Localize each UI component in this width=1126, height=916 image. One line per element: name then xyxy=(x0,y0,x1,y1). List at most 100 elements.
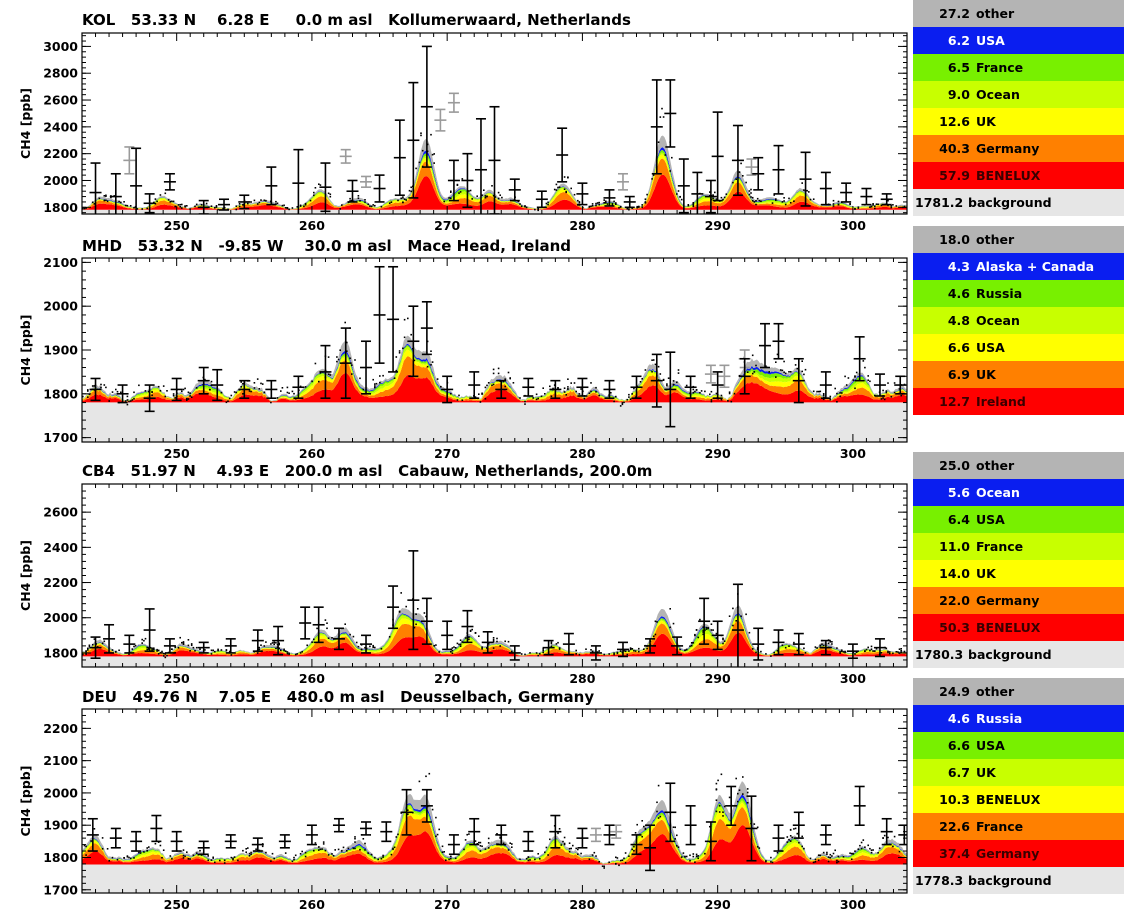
obs-dot xyxy=(875,647,878,650)
obs-dot xyxy=(93,203,96,205)
obs-dot xyxy=(110,196,112,199)
obs-dot xyxy=(842,856,845,858)
obs-dot xyxy=(161,652,163,654)
obs-dot xyxy=(537,209,539,211)
obs-dot xyxy=(242,393,244,395)
obs-dot xyxy=(638,647,640,650)
obs-dot xyxy=(710,623,713,625)
obs-dot xyxy=(628,208,630,211)
obs-dot xyxy=(151,394,153,397)
obs-dot xyxy=(869,206,871,208)
obs-dot xyxy=(722,637,724,640)
obs-dot xyxy=(336,356,338,358)
obs-dot xyxy=(217,648,219,651)
obs-dot xyxy=(700,390,703,392)
obs-dot xyxy=(857,206,860,208)
obs-dot xyxy=(189,395,191,397)
obs-dot xyxy=(676,381,678,384)
obs-dot xyxy=(217,208,219,211)
legend-value: 10.3 xyxy=(939,792,970,807)
obs-dot xyxy=(755,203,757,206)
obs-dot xyxy=(402,197,404,199)
obs-dot xyxy=(636,823,638,826)
obs-dot xyxy=(529,859,531,861)
obs-dot xyxy=(492,368,495,371)
obs-dot xyxy=(900,648,902,650)
obs-dot xyxy=(156,200,158,203)
legend-value: 12.7 xyxy=(939,394,970,409)
x-tick-label: 280 xyxy=(569,218,595,233)
x-tick-label: 290 xyxy=(705,446,731,461)
obs-dot xyxy=(210,649,213,652)
obs-dot xyxy=(162,385,165,387)
obs-dot xyxy=(415,623,417,626)
obs-dot xyxy=(197,853,200,856)
obs-dot xyxy=(270,401,272,404)
obs-dot xyxy=(689,854,691,857)
obs-dot xyxy=(103,384,106,386)
obs-dot xyxy=(405,199,407,201)
obs-dot xyxy=(430,364,432,366)
obs-dot xyxy=(669,608,671,610)
obs-dot xyxy=(129,205,132,207)
y-tick-label: 1900 xyxy=(43,818,78,833)
obs-dot xyxy=(694,390,696,393)
obs-dot xyxy=(232,858,234,861)
obs-dot xyxy=(412,811,414,814)
obs-dot xyxy=(885,647,888,650)
obs-dot xyxy=(403,336,406,339)
obs-dot xyxy=(245,851,247,853)
obs-dot xyxy=(283,204,285,207)
legend-name: Russia xyxy=(976,286,1022,301)
panel-title: CB4 51.97 N 4.93 E 200.0 m asl Cabauw, N… xyxy=(82,462,652,480)
obs-dot xyxy=(318,183,320,185)
obs-dot xyxy=(181,390,183,392)
obs-dot xyxy=(341,850,343,852)
obs-dot xyxy=(519,397,521,399)
obs-dot xyxy=(610,392,612,394)
obs-dot xyxy=(106,200,109,203)
obs-dot xyxy=(621,402,624,404)
obs-dot xyxy=(304,202,307,205)
obs-dot xyxy=(319,184,322,186)
obs-dot xyxy=(776,851,779,854)
obs-dot xyxy=(595,391,597,393)
obs-dot xyxy=(481,194,483,196)
obs-dot xyxy=(162,655,165,657)
obs-dot xyxy=(544,851,546,854)
x-tick-label: 300 xyxy=(840,446,866,461)
obs-dot xyxy=(697,857,699,860)
obs-dot xyxy=(656,810,658,813)
obs-dot xyxy=(435,835,437,838)
obs-dot xyxy=(250,851,252,854)
obs-dot xyxy=(354,359,356,361)
obs-dot xyxy=(553,188,556,191)
obs-dot xyxy=(723,805,726,808)
obs-dot xyxy=(728,392,731,395)
obs-dot xyxy=(836,392,838,395)
obs-dot xyxy=(82,395,84,398)
legend-name: Germany xyxy=(976,593,1039,608)
obs-dot xyxy=(633,845,635,848)
obs-dot xyxy=(878,847,881,849)
obs-dot xyxy=(875,203,878,205)
obs-dot xyxy=(836,861,838,864)
obs-dot xyxy=(374,386,376,389)
y-tick-label: 1700 xyxy=(43,430,78,445)
obs-dot xyxy=(223,859,226,862)
legend: 25.0 other 5.6 Ocean 6.4 USA 11.0 France 14.0 UK 2… xyxy=(913,452,1124,668)
obs-dot xyxy=(286,652,289,655)
y-tick-label: 2200 xyxy=(43,146,78,161)
obs-dot xyxy=(265,851,267,854)
legend-swatch-green xyxy=(913,732,1124,759)
obs-dot xyxy=(695,389,698,391)
panel-title: DEU 49.76 N 7.05 E 480.0 m asl Deusselba… xyxy=(82,688,594,706)
obs-dot xyxy=(608,653,610,655)
obs-dot xyxy=(318,849,320,851)
obs-dot xyxy=(692,855,695,858)
obs-dot xyxy=(189,858,191,860)
obs-dot xyxy=(260,199,262,201)
obs-dot xyxy=(613,653,615,656)
obs-dot xyxy=(680,198,683,201)
obs-dot xyxy=(369,205,371,208)
